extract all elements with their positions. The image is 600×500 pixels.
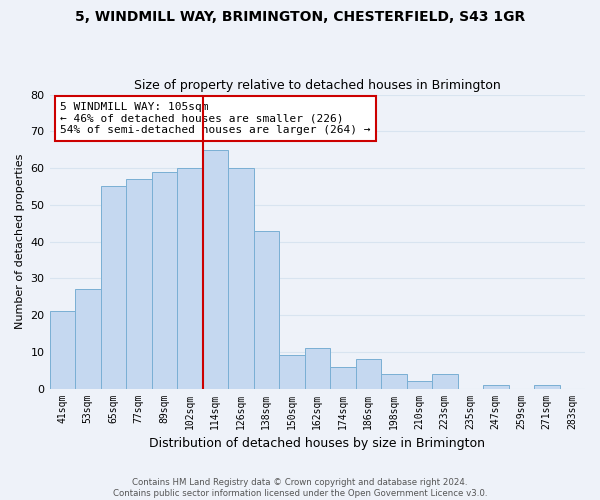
Bar [101, 186, 126, 388]
Bar [407, 381, 432, 388]
Bar [483, 385, 509, 388]
Bar [432, 374, 458, 388]
Bar [203, 150, 228, 388]
Text: 5 WINDMILL WAY: 105sqm
← 46% of detached houses are smaller (226)
54% of semi-de: 5 WINDMILL WAY: 105sqm ← 46% of detached… [60, 102, 371, 135]
Bar [279, 356, 305, 388]
Bar [381, 374, 407, 388]
Title: Size of property relative to detached houses in Brimington: Size of property relative to detached ho… [134, 79, 500, 92]
Bar [330, 366, 356, 388]
Bar [152, 172, 177, 388]
Y-axis label: Number of detached properties: Number of detached properties [15, 154, 25, 329]
Bar [177, 168, 203, 388]
Bar [356, 359, 381, 388]
X-axis label: Distribution of detached houses by size in Brimington: Distribution of detached houses by size … [149, 437, 485, 450]
Bar [534, 385, 560, 388]
Text: Contains HM Land Registry data © Crown copyright and database right 2024.
Contai: Contains HM Land Registry data © Crown c… [113, 478, 487, 498]
Bar [228, 168, 254, 388]
Text: 5, WINDMILL WAY, BRIMINGTON, CHESTERFIELD, S43 1GR: 5, WINDMILL WAY, BRIMINGTON, CHESTERFIEL… [75, 10, 525, 24]
Bar [126, 179, 152, 388]
Bar [50, 312, 75, 388]
Bar [305, 348, 330, 389]
Bar [75, 290, 101, 388]
Bar [254, 230, 279, 388]
